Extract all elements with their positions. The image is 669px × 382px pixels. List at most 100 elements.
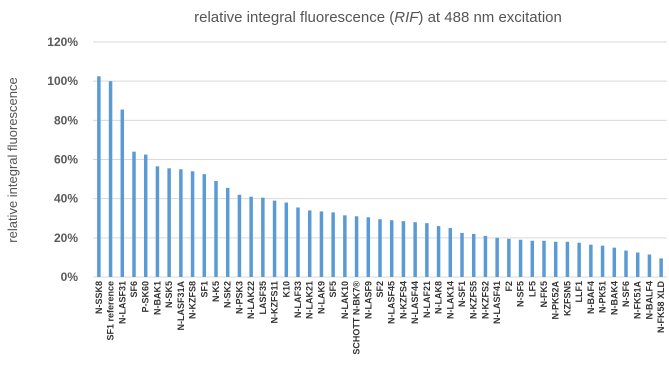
bar bbox=[132, 151, 136, 277]
bar bbox=[272, 200, 277, 278]
x-tick-label: N-KZFS5 bbox=[469, 281, 479, 319]
x-tick-label: N-LAK10 bbox=[340, 281, 350, 319]
bar bbox=[261, 197, 265, 277]
x-tick-label: N-PK52A bbox=[551, 281, 561, 320]
x-tick-label: LASF35 bbox=[258, 281, 268, 315]
chart-title-rif: RIF bbox=[394, 9, 419, 26]
y-axis-ticks: 0% 20% 40% 60% 80% 100% 120% bbox=[47, 35, 78, 284]
x-tick-label: N-LASF41 bbox=[492, 281, 502, 324]
bar bbox=[249, 196, 253, 277]
bar bbox=[530, 240, 535, 277]
bar bbox=[343, 215, 347, 277]
y-tick-label: 0% bbox=[61, 270, 79, 284]
x-tick-label: N-LAK21 bbox=[305, 281, 315, 319]
x-tick-label: N-FK58 XLD bbox=[656, 281, 666, 334]
bar bbox=[495, 237, 499, 277]
bar bbox=[331, 212, 335, 278]
x-tick-label: N-LAF21 bbox=[422, 281, 432, 318]
bar bbox=[542, 240, 546, 277]
x-tick-label: N-BAK4 bbox=[609, 281, 619, 315]
x-tick-label: F2 bbox=[504, 281, 514, 292]
bar bbox=[460, 232, 464, 277]
x-tick-label: N-SF1 bbox=[457, 281, 467, 307]
x-tick-label: N-SK5 bbox=[164, 281, 174, 308]
x-tick-label: LF5 bbox=[527, 281, 537, 297]
bar bbox=[518, 239, 523, 277]
bar bbox=[284, 202, 289, 277]
y-tick-label: 120% bbox=[47, 35, 78, 49]
x-axis-ticks: N-SSK8 SF1 reference N-LASF31 SF6 P-SK60 N-BA… bbox=[94, 281, 666, 355]
x-tick-label: N-LAK22 bbox=[246, 281, 256, 319]
y-tick-label: 40% bbox=[54, 192, 78, 206]
bar bbox=[366, 217, 371, 277]
bar bbox=[612, 247, 617, 278]
y-tick-label: 20% bbox=[54, 231, 78, 245]
x-tick-label: N-LAK14 bbox=[445, 281, 455, 319]
bar bbox=[214, 181, 218, 277]
bar bbox=[202, 174, 207, 277]
bar bbox=[635, 252, 640, 277]
x-tick-label: N-LAK8 bbox=[434, 281, 444, 314]
bar bbox=[553, 241, 558, 277]
x-tick-label: N-SF6 bbox=[621, 281, 631, 307]
x-tick-label: N-LASF44 bbox=[410, 281, 420, 324]
x-tick-label: N-PSK3 bbox=[234, 281, 244, 314]
x-tick-label: P-SK60 bbox=[141, 281, 151, 313]
bar bbox=[413, 222, 417, 277]
bar bbox=[624, 250, 628, 277]
chart-title-part-1: relative integral fluorescence ( bbox=[194, 9, 394, 26]
y-tick-label: 80% bbox=[54, 113, 78, 127]
y-tick-label: 100% bbox=[47, 74, 78, 88]
x-tick-label: N-KZFS11 bbox=[270, 281, 280, 324]
bar bbox=[589, 244, 593, 277]
bar bbox=[647, 254, 652, 277]
bar bbox=[448, 228, 453, 277]
bar bbox=[483, 235, 488, 278]
gridlines bbox=[93, 41, 667, 278]
x-tick-label: N-LASF31 bbox=[117, 281, 127, 324]
bar bbox=[354, 216, 359, 277]
bar bbox=[97, 76, 101, 278]
x-tick-label: SF2 bbox=[375, 281, 385, 298]
x-tick-label: N-SSK8 bbox=[94, 281, 104, 314]
x-tick-label: N-LAK9 bbox=[316, 281, 326, 314]
x-tick-label: N-SK2 bbox=[223, 281, 233, 308]
bar bbox=[143, 154, 148, 277]
bar bbox=[307, 210, 312, 277]
x-tick-label: SCHOTT N-BK7® bbox=[352, 281, 362, 355]
bar bbox=[319, 211, 324, 277]
bar bbox=[565, 241, 570, 277]
y-tick-label: 60% bbox=[54, 153, 78, 167]
bar bbox=[179, 169, 183, 277]
x-tick-label: N-BAF4 bbox=[586, 281, 596, 314]
bar bbox=[507, 238, 511, 277]
x-tick-label: N-LAF33 bbox=[293, 281, 303, 318]
bar bbox=[190, 171, 195, 277]
bars bbox=[97, 76, 663, 278]
bar bbox=[378, 219, 382, 277]
bar bbox=[225, 187, 230, 277]
x-tick-label: N-SF5 bbox=[516, 281, 526, 307]
x-tick-label: N-FK5 bbox=[539, 281, 549, 308]
x-tick-label: N-KZFS8 bbox=[188, 281, 198, 319]
x-tick-label: N-FK51A bbox=[633, 281, 643, 320]
chart-title-part-3: ) at 488 nm excitation bbox=[418, 9, 561, 26]
bar bbox=[577, 242, 581, 277]
x-tick-label: N-LASF45 bbox=[387, 281, 397, 324]
x-tick-label: SF5 bbox=[328, 281, 338, 298]
bar bbox=[471, 233, 476, 277]
x-tick-label: N-PK51 bbox=[598, 281, 608, 313]
bar bbox=[108, 81, 113, 277]
x-tick-label: N-LASF9 bbox=[363, 281, 373, 319]
x-tick-label: SF1 reference bbox=[106, 281, 116, 341]
x-tick-label: LLF1 bbox=[574, 281, 584, 303]
x-tick-label: N-BALF4 bbox=[644, 281, 654, 320]
x-tick-label: K10 bbox=[281, 281, 291, 298]
bar bbox=[389, 220, 394, 277]
bar bbox=[296, 207, 300, 277]
bar bbox=[155, 166, 160, 277]
bar bbox=[120, 109, 125, 277]
x-tick-label: KZFSN5 bbox=[562, 281, 572, 316]
bar bbox=[167, 168, 171, 277]
